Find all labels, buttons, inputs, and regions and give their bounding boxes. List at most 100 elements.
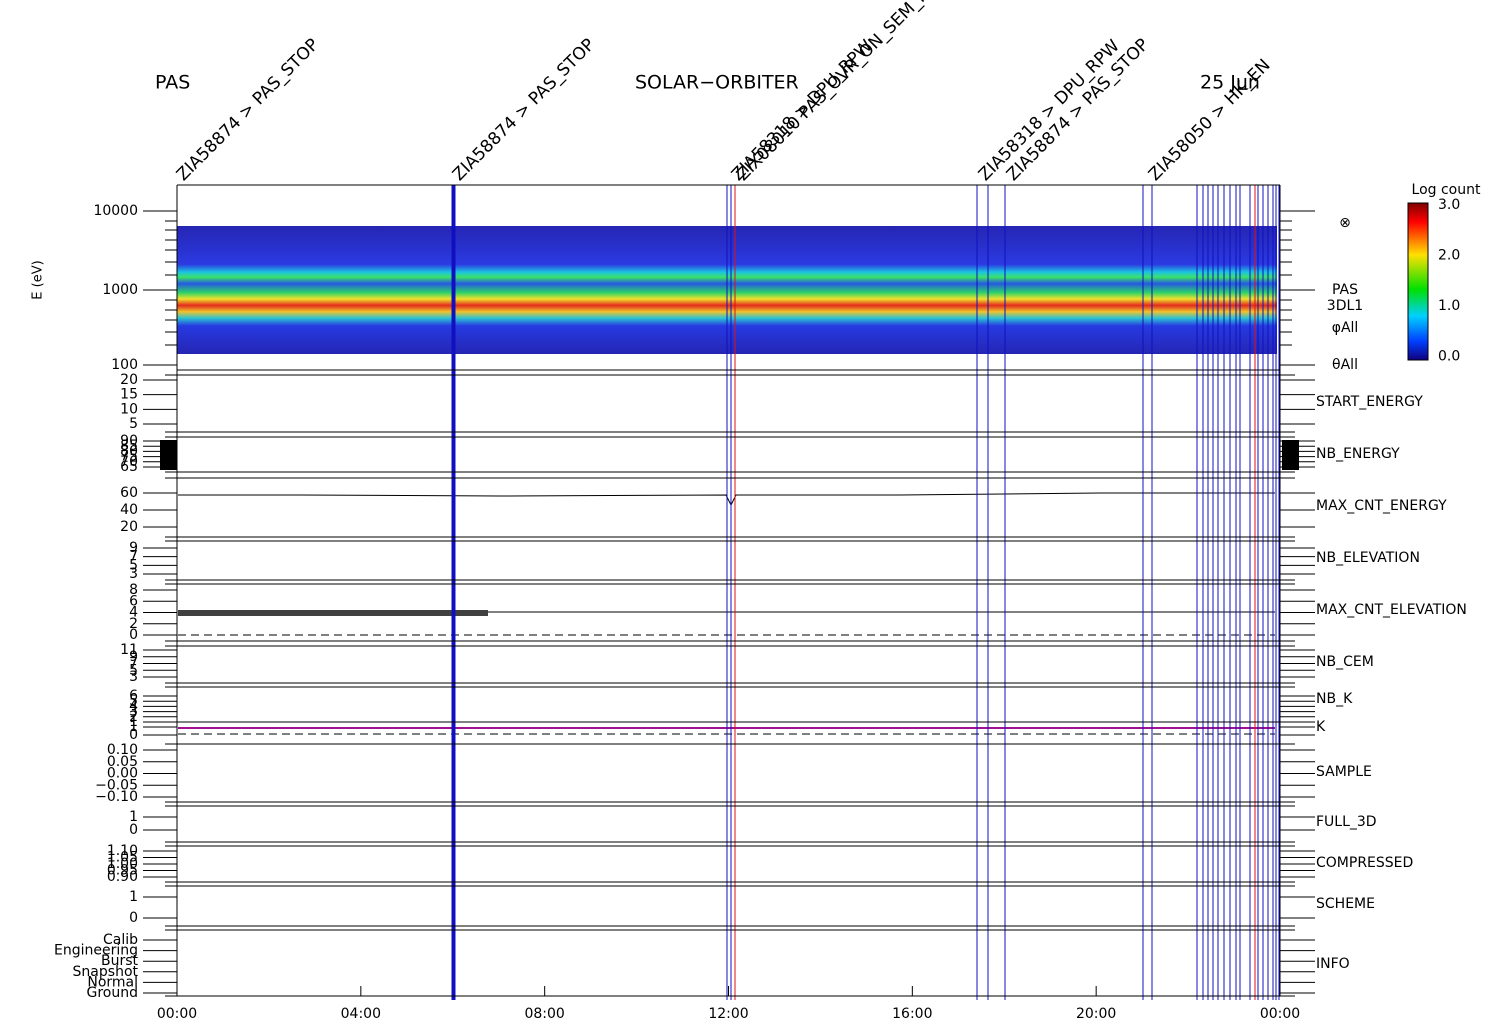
- header-right: 25 Jun: [1200, 72, 1260, 94]
- spectrogram-label: φAll: [1332, 320, 1359, 336]
- y-tick-label: 20: [120, 519, 138, 535]
- y-tick-label: Snapshot: [73, 964, 139, 980]
- y-tick-label: 65: [120, 459, 138, 475]
- colorbar-tick-label: 1.0: [1438, 298, 1460, 314]
- x-tick-label: 00:00: [157, 1006, 197, 1020]
- y-tick-label: 0: [129, 727, 138, 743]
- y-tick-label: Engineering: [54, 943, 138, 959]
- colorbar-tick-label: 2.0: [1438, 248, 1460, 264]
- y-tick-label: 6: [129, 593, 138, 609]
- y-tick-label: 4: [129, 698, 138, 714]
- y-tick-label: −0.10: [95, 789, 138, 805]
- y-tick-label: 20: [120, 372, 138, 388]
- nb-energy-block: [160, 440, 177, 470]
- y-tick-label: 1000: [102, 282, 138, 298]
- max-cnt-elevation-trace: [178, 610, 488, 616]
- panel-label: START_ENERGY: [1316, 394, 1423, 410]
- y-tick-label: Burst: [101, 953, 139, 969]
- y-tick-label: 70: [120, 454, 138, 470]
- y-tick-label: 0.05: [107, 754, 138, 770]
- header-center: SOLAR−ORBITER: [635, 72, 799, 94]
- x-tick-label: 12:00: [708, 1006, 748, 1020]
- y-tick-label: 9: [129, 649, 138, 665]
- x-tick-label: 04:00: [341, 1006, 381, 1020]
- y-tick-label: 2: [129, 709, 138, 725]
- y-tick-label: 6: [129, 688, 138, 704]
- y-tick-label: 0.10: [107, 742, 138, 758]
- colorbar-title: Log count: [1412, 182, 1481, 198]
- y-tick-label: 0.00: [107, 766, 138, 782]
- direction-symbol: ⊗: [1339, 215, 1351, 231]
- colorbar-tick-label: 0.0: [1438, 349, 1460, 365]
- y-tick-label: 1: [129, 714, 138, 730]
- y-tick-label: 10000: [93, 203, 138, 219]
- y-tick-label: 5: [129, 557, 138, 573]
- y-tick-label: 5: [129, 416, 138, 432]
- colorbar: [1407, 202, 1429, 361]
- y-tick-label: 0: [129, 910, 138, 926]
- y-tick-label: 1: [129, 809, 138, 825]
- x-tick-label: 08:00: [524, 1006, 564, 1020]
- panel-label: NB_K: [1316, 691, 1353, 707]
- panel-label: MAX_CNT_ENERGY: [1316, 498, 1447, 514]
- annotation: ZIA58874 > PAS_STOP: [173, 35, 323, 185]
- panel-label: COMPRESSED: [1316, 855, 1413, 871]
- panel-label: INFO: [1316, 956, 1350, 972]
- spectrogram-label: θAll: [1332, 357, 1358, 373]
- y-tick-label: 100: [111, 357, 138, 373]
- y-tick-label: 0.95: [107, 863, 138, 879]
- y-tick-label: 8: [129, 582, 138, 598]
- y-tick-label: 40: [120, 502, 138, 518]
- y-tick-label: −0.05: [95, 777, 138, 793]
- y-tick-label: Ground: [87, 985, 139, 1001]
- panel-label: SAMPLE: [1316, 764, 1372, 780]
- y-tick-label: 1.10: [107, 843, 138, 859]
- y-tick-label: 15: [120, 387, 138, 403]
- panel-label: NB_ELEVATION: [1316, 550, 1420, 566]
- y-tick-label: 1.05: [107, 850, 138, 866]
- y-tick-label: 1: [129, 889, 138, 905]
- annotation: ZIA58318 > DPU_RPW: [975, 36, 1124, 185]
- y-tick-label: 85: [120, 438, 138, 454]
- colorbar-tick-label: 3.0: [1438, 197, 1460, 213]
- panel-label: FULL_3D: [1316, 814, 1377, 830]
- y-tick-label: 4: [129, 605, 138, 621]
- y-tick-label: 2: [129, 616, 138, 632]
- event-lines: [451, 185, 1280, 1000]
- panel-label: MAX_CNT_ELEVATION: [1316, 602, 1467, 618]
- panel-label: K: [1316, 719, 1326, 735]
- y-tick-label: 10: [120, 401, 138, 417]
- spectrogram-label: 3DL1: [1327, 298, 1363, 314]
- y-tick-label: 3: [129, 566, 138, 582]
- nb-energy-block: [1282, 440, 1299, 470]
- panel-label: SCHEME: [1316, 896, 1375, 912]
- x-tick-label: 20:00: [1076, 1006, 1116, 1020]
- y-tick-label: 1.00: [107, 856, 138, 872]
- annotation: ZIA58874 > PAS_STOP: [1003, 35, 1153, 185]
- panel-label: NB_ENERGY: [1316, 446, 1400, 462]
- y-tick-label: 9: [129, 540, 138, 556]
- y-tick-label: 0: [129, 627, 138, 643]
- y-tick-label: 3: [129, 704, 138, 720]
- y-tick-label: 90: [120, 433, 138, 449]
- y-tick-label: Calib: [103, 932, 138, 948]
- y-tick-label: 60: [120, 485, 138, 501]
- y-tick-label: 11: [120, 642, 138, 658]
- y-tick-label: 75: [120, 449, 138, 465]
- annotation: ZIA58874 > PAS_STOP: [449, 35, 599, 185]
- y-tick-label: 80: [120, 443, 138, 459]
- spectrogram-label: PAS: [1332, 282, 1358, 298]
- y-tick-label: 7: [129, 549, 138, 565]
- x-tick-label: 00:00: [1260, 1006, 1300, 1020]
- y-axis-label: E (eV): [31, 260, 46, 299]
- y-tick-label: 7: [129, 656, 138, 672]
- x-tick-label: 16:00: [892, 1006, 932, 1020]
- y-tick-label: 0: [129, 822, 138, 838]
- y-tick-label: 5: [129, 693, 138, 709]
- header-left: PAS: [155, 72, 190, 94]
- y-tick-label: 1: [129, 719, 138, 735]
- panel-label: NB_CEM: [1316, 654, 1374, 670]
- y-tick-label: 5: [129, 662, 138, 678]
- y-tick-label: 0.90: [107, 869, 138, 885]
